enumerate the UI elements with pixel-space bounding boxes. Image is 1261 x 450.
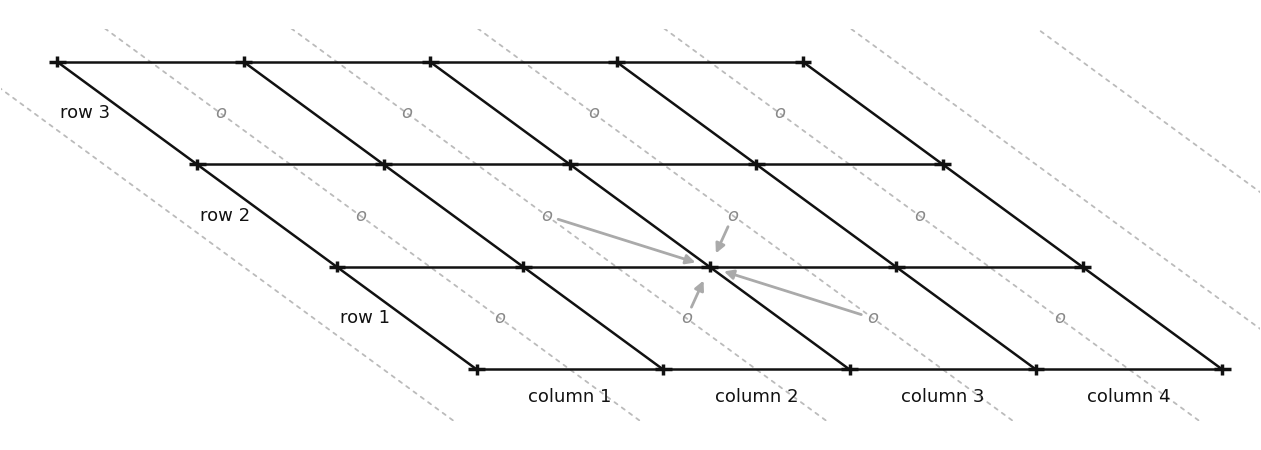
Text: row 1: row 1 xyxy=(340,309,390,327)
Text: o: o xyxy=(774,104,786,122)
Text: o: o xyxy=(868,309,879,327)
Text: o: o xyxy=(354,207,366,225)
Text: o: o xyxy=(681,309,692,327)
Text: o: o xyxy=(1054,309,1064,327)
Text: o: o xyxy=(401,104,412,122)
Text: o: o xyxy=(728,207,739,225)
Text: o: o xyxy=(914,207,924,225)
Text: column 1: column 1 xyxy=(528,388,612,406)
Text: column 2: column 2 xyxy=(715,388,798,406)
Text: o: o xyxy=(214,104,226,122)
Text: o: o xyxy=(588,104,599,122)
Text: row 2: row 2 xyxy=(200,207,250,225)
Text: o: o xyxy=(541,207,552,225)
Text: o: o xyxy=(494,309,506,327)
Text: column 4: column 4 xyxy=(1087,388,1171,406)
Text: row 3: row 3 xyxy=(61,104,111,122)
Text: column 3: column 3 xyxy=(900,388,985,406)
